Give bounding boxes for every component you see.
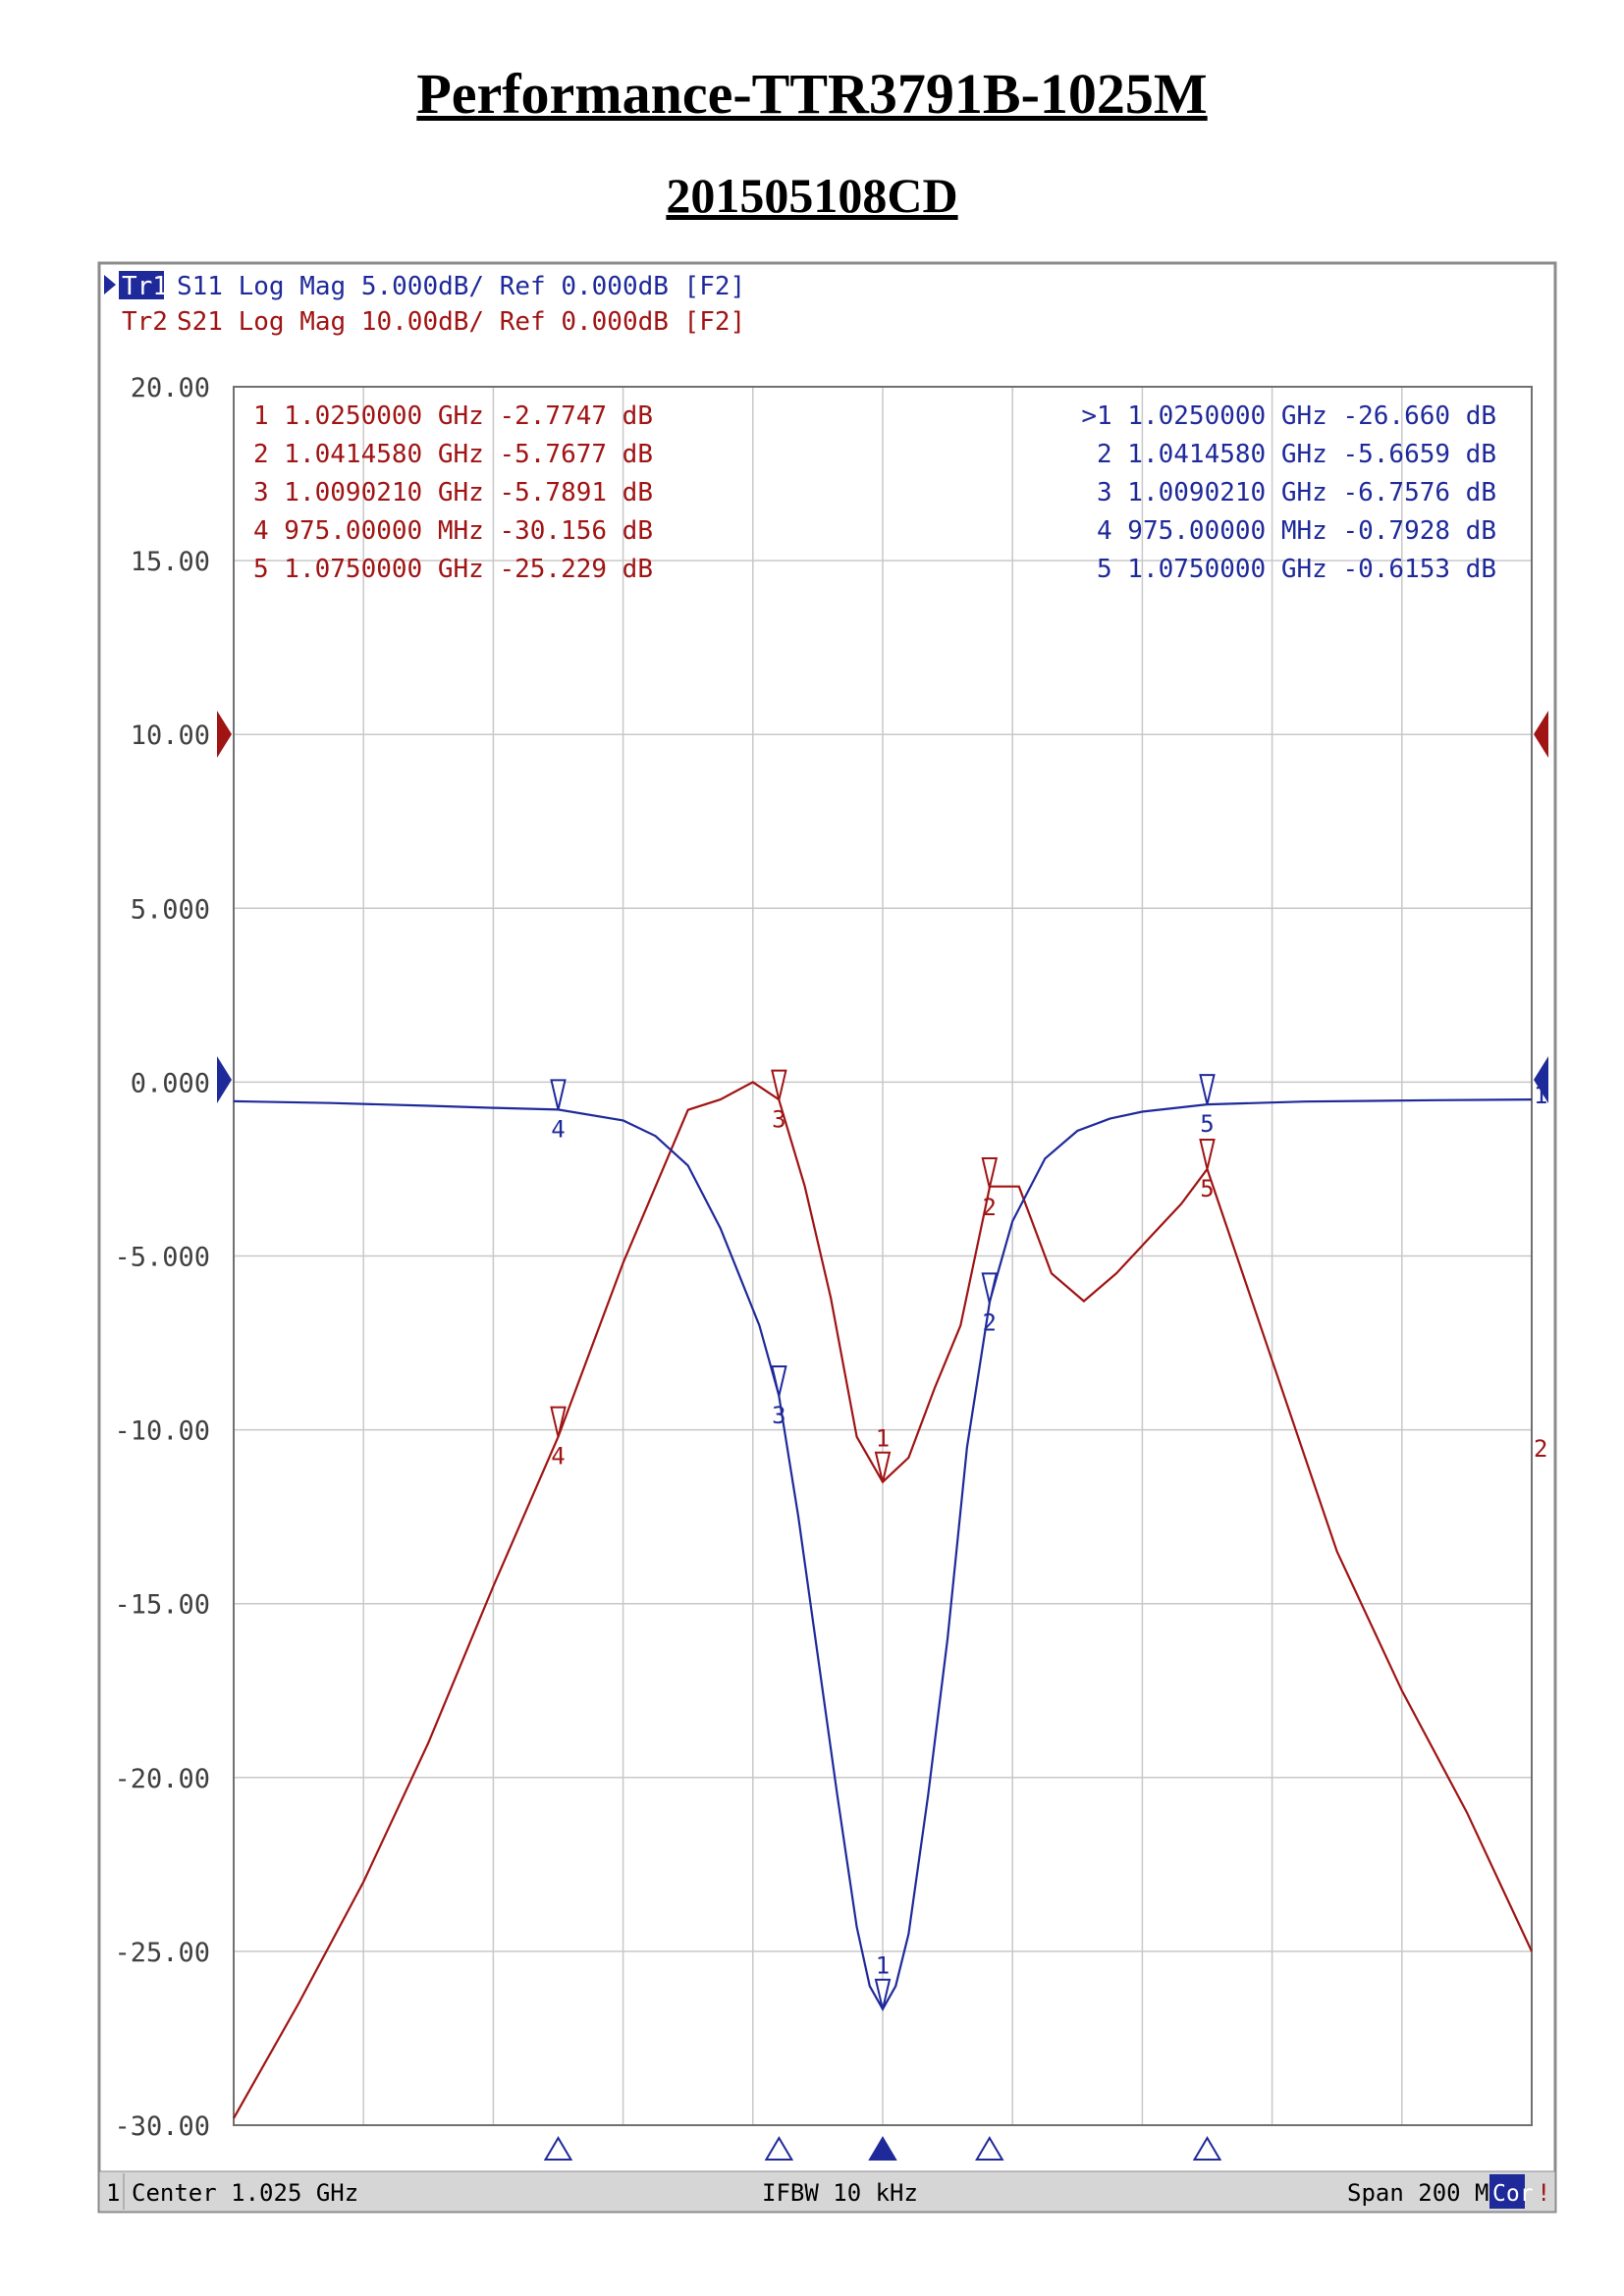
tr1-badge-bg bbox=[119, 271, 164, 299]
s21-marker-label: 5 bbox=[1200, 1175, 1214, 1202]
active-trace-pointer-icon bbox=[104, 275, 116, 294]
y-tick-label: -20.00 bbox=[114, 1764, 210, 1794]
bottom-marker-indicators bbox=[543, 2136, 1222, 2161]
y-tick-label: 15.00 bbox=[131, 547, 210, 577]
status-cor[interactable]: Cor bbox=[1492, 2181, 1534, 2207]
y-tick-label: 0.000 bbox=[131, 1068, 210, 1098]
y-tick-label: -15.00 bbox=[114, 1590, 210, 1621]
s11-marker-1[interactable] bbox=[874, 1978, 892, 2009]
s21-marker-label: 1 bbox=[876, 1425, 890, 1453]
y-tick-label: 5.000 bbox=[131, 894, 210, 925]
s11-marker-label: 1 bbox=[876, 1952, 890, 1980]
s11-trace bbox=[233, 1098, 1533, 2011]
s21-marker-readout: 2 1.0414580 GHz -5.7677 dB bbox=[253, 440, 653, 469]
s21-marker-3[interactable] bbox=[771, 1069, 787, 1100]
y-tick-label: -10.00 bbox=[114, 1416, 210, 1447]
status-bar bbox=[98, 2170, 1556, 2213]
stimulus-marker-icon[interactable] bbox=[975, 2136, 1004, 2161]
y-tick-label: -25.00 bbox=[114, 1938, 210, 1968]
s11-marker-3[interactable] bbox=[771, 1365, 787, 1397]
stimulus-marker-icon[interactable] bbox=[1192, 2136, 1222, 2161]
status-center[interactable]: Center 1.025 GHz bbox=[132, 2179, 358, 2207]
cor-badge-bg bbox=[1489, 2174, 1525, 2209]
status-flag: ! bbox=[1537, 2179, 1550, 2207]
s21-marker-2[interactable] bbox=[981, 1156, 999, 1189]
s11-marker-label: 5 bbox=[1200, 1110, 1214, 1138]
s11-marker-label: 4 bbox=[551, 1115, 565, 1143]
stimulus-marker-icon[interactable] bbox=[764, 2136, 794, 2161]
s21-ref-right-icon bbox=[1534, 711, 1548, 758]
y-tick-label: 20.00 bbox=[131, 373, 210, 403]
s21-marker-5[interactable] bbox=[1199, 1138, 1216, 1170]
s11-ref-left-icon bbox=[217, 1056, 232, 1103]
tr1-header[interactable]: S11 Log Mag 5.000dB/ Ref 0.000dB [F2] bbox=[177, 272, 745, 301]
y-tick-label: -5.000 bbox=[114, 1243, 210, 1273]
s11-marker-readout: >1 1.0250000 GHz -26.660 dB bbox=[1081, 401, 1496, 431]
s21-trace-end-label: 2 bbox=[1534, 1435, 1547, 1463]
s21-marker-4[interactable] bbox=[550, 1406, 567, 1437]
trace-markers: 1 2 3 4 5 1 2 3 4 5 bbox=[550, 1069, 1216, 2009]
stimulus-marker-icon[interactable] bbox=[868, 2136, 897, 2161]
s11-marker-readout: 2 1.0414580 GHz -5.6659 dB bbox=[1097, 440, 1496, 469]
s11-marker-4[interactable] bbox=[550, 1079, 567, 1110]
s11-marker-readout: 4 975.00000 MHz -0.7928 dB bbox=[1097, 516, 1496, 546]
s21-marker-readout: 1 1.0250000 GHz -2.7747 dB bbox=[253, 401, 653, 431]
s11-ref-right-icon bbox=[1534, 1056, 1548, 1103]
s11-marker-label: 2 bbox=[983, 1308, 997, 1336]
stimulus-marker-icon[interactable] bbox=[543, 2136, 573, 2161]
status-channel[interactable]: 1 bbox=[106, 2179, 120, 2207]
s21-marker-1[interactable] bbox=[874, 1451, 892, 1482]
s11-trace-end-label: 1 bbox=[1534, 1082, 1547, 1109]
status-span[interactable]: Span 200 MHz bbox=[1347, 2179, 1517, 2207]
s21-marker-label: 3 bbox=[772, 1106, 785, 1134]
s11-marker-label: 3 bbox=[772, 1402, 785, 1429]
s21-marker-readout: 3 1.0090210 GHz -5.7891 dB bbox=[253, 478, 653, 507]
tr1-badge[interactable]: Tr1 bbox=[122, 272, 168, 301]
s21-marker-label: 4 bbox=[551, 1443, 565, 1470]
plot-grid bbox=[234, 387, 1532, 2125]
y-tick-labels: 20.00 15.00 10.00 5.000 0.000 -5.000 -10.00 -15… bbox=[114, 373, 210, 2142]
screen-frame bbox=[97, 261, 1557, 2214]
s21-marker-readout: 4 975.00000 MHz -30.156 dB bbox=[253, 516, 653, 546]
s11-marker-readout: 5 1.0750000 GHz -0.6153 dB bbox=[1097, 555, 1496, 584]
s11-marker-2[interactable] bbox=[981, 1272, 999, 1304]
s21-marker-readout: 5 1.0750000 GHz -25.229 dB bbox=[253, 555, 653, 584]
s11-marker-5[interactable] bbox=[1199, 1074, 1216, 1105]
document-subtitle: 201505108CD bbox=[666, 168, 958, 223]
plot-area bbox=[233, 386, 1533, 2126]
s21-ref-left-icon bbox=[217, 711, 232, 758]
status-ifbw[interactable]: IFBW 10 kHz bbox=[762, 2179, 918, 2207]
s21-marker-table: 1 1.0250000 GHz -2.7747 dB 2 1.0414580 GH… bbox=[253, 401, 653, 584]
tr2-header[interactable]: S21 Log Mag 10.00dB/ Ref 0.000dB [F2] bbox=[177, 307, 745, 337]
tr2-badge[interactable]: Tr2 bbox=[122, 307, 168, 337]
y-tick-label: -30.00 bbox=[114, 2111, 210, 2142]
s21-marker-label: 2 bbox=[983, 1194, 997, 1221]
y-tick-label: 10.00 bbox=[131, 721, 210, 751]
s11-marker-table: >1 1.0250000 GHz -26.660 dB 2 1.0414580 … bbox=[1081, 401, 1496, 584]
document-title: Performance-TTR3791B-1025M bbox=[416, 62, 1208, 126]
s11-marker-readout: 3 1.0090210 GHz -6.7576 dB bbox=[1097, 478, 1496, 507]
